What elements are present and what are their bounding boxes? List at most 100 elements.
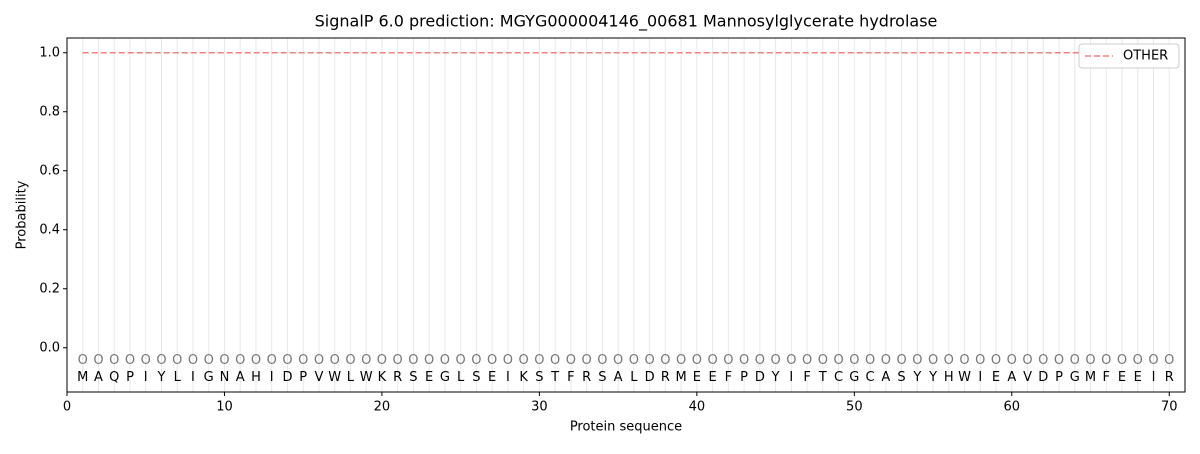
residue-label: W [958,370,971,385]
y-tick-label: 0.6 [39,163,60,178]
residue-label: S [472,370,480,385]
residue-label: L [457,370,465,385]
region-label: O [93,353,103,368]
region-label: O [424,353,434,368]
residue-label: Y [157,370,166,385]
region-label: O [676,353,686,368]
x-tick-label: 30 [531,400,548,415]
region-label: O [1022,353,1032,368]
residue-label: A [881,370,890,385]
region-label: O [503,353,513,368]
region-label: O [1117,353,1127,368]
region-label: O [251,353,261,368]
y-tick-label: 0.8 [39,104,60,119]
y-axis-label: Probability [15,180,30,249]
residue-label: I [270,370,274,385]
residue-label: D [282,370,292,385]
region-label: O [377,353,387,368]
region-label: O [1133,353,1143,368]
residue-label: G [1070,370,1080,385]
residue-label: K [519,370,528,385]
region-label: O [707,353,717,368]
residue-label: D [645,370,655,385]
x-tick-label: 60 [1004,400,1021,415]
region-label: O [786,353,796,368]
residue-label: T [818,370,827,385]
region-label: O [393,353,403,368]
region-label: O [219,353,229,368]
region-label: O [991,353,1001,368]
region-label: O [314,353,324,368]
y-tick-label: 1.0 [39,45,60,60]
x-tick-label: 50 [846,400,863,415]
residue-label: G [849,370,859,385]
region-label: O [849,353,859,368]
region-label: O [1101,353,1111,368]
residue-label: E [1118,370,1126,385]
residue-label: L [347,370,355,385]
residue-label: F [567,370,574,385]
residue-label: E [992,370,1000,385]
region-label: O [141,353,151,368]
region-label: O [408,353,418,368]
region-label: O [188,353,198,368]
residue-label: E [425,370,433,385]
region-label: O [345,353,355,368]
region-label: O [282,353,292,368]
chart-title: SignalP 6.0 prediction: MGYG000004146_00… [315,12,938,32]
region-label: O [440,353,450,368]
residue-label: D [1038,370,1048,385]
residue-label: C [866,370,875,385]
region-label: O [156,353,166,368]
region-label: O [865,353,875,368]
region-label: O [1054,353,1064,368]
residue-label: I [506,370,510,385]
residue-label: H [251,370,261,385]
region-label: O [770,353,780,368]
region-label: O [125,353,135,368]
residue-label: K [378,370,387,385]
residue-label: I [144,370,148,385]
residue-label: F [1103,370,1110,385]
region-label: O [739,353,749,368]
region-label: O [1164,353,1174,368]
region-label: O [613,353,623,368]
x-tick-label: 20 [374,400,391,415]
x-axis-label: Protein sequence [570,420,682,435]
residue-label: S [535,370,543,385]
residue-label: E [1134,370,1142,385]
residue-label: V [1023,370,1032,385]
region-label: O [78,353,88,368]
residue-label: Q [109,370,119,385]
residue-label: S [897,370,905,385]
residue-label: P [126,370,134,385]
y-tick-label: 0.0 [39,340,60,355]
region-label: O [818,353,828,368]
residue-label: P [1055,370,1063,385]
region-label: O [692,353,702,368]
region-label: O [896,353,906,368]
region-label: O [172,353,182,368]
region-label: O [1038,353,1048,368]
residue-label: M [77,370,88,385]
residue-label: G [440,370,450,385]
residue-label: W [360,370,373,385]
residue-label: M [676,370,687,385]
residue-label: F [803,370,810,385]
region-label: O [912,353,922,368]
residue-label: C [834,370,843,385]
residue-label: S [598,370,606,385]
residue-label: D [755,370,765,385]
residue-label: E [708,370,716,385]
residue-label: R [582,370,591,385]
residue-label: I [789,370,793,385]
region-label: O [1007,353,1017,368]
region-label: O [802,353,812,368]
region-label: O [1085,353,1095,368]
region-label: O [204,353,214,368]
region-label: O [235,353,245,368]
residue-label: L [174,370,182,385]
region-label: O [723,353,733,368]
region-label: O [975,353,985,368]
